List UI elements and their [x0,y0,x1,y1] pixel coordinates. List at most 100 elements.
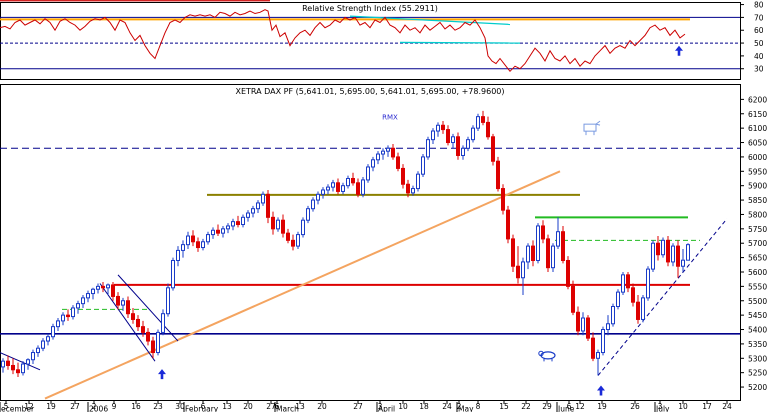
rsi-y-tick-label: 30 [754,65,764,74]
price-plot: RMX [0,110,740,400]
price-trend-line [0,352,41,371]
x-tick-label: 8 [476,402,481,411]
candle-body [496,160,500,190]
bear-icon [538,350,556,362]
candle-body [551,245,555,269]
candle-body [456,136,460,156]
x-tick-label: 3 [658,402,663,411]
x-tick-label: 19 [46,402,56,411]
candle-body [136,318,140,328]
x-tick-label: 5 [4,402,9,411]
rsi-trend-line [399,41,521,44]
rsi-trend-line [349,15,511,26]
x-tick-label: 22 [521,402,531,411]
x-tick-label: 27 [266,402,276,411]
candle-body [61,314,65,322]
x-tick-label: 13 [295,402,305,411]
rsi-plot [0,0,740,73]
candle-body [606,323,610,331]
candle-body [641,297,645,320]
candle-body [486,121,490,138]
candle-body [106,284,110,289]
candle-body [111,284,115,297]
candle-body [636,301,640,320]
x-tick-label: 6 [201,402,206,411]
candle-body [196,241,200,249]
candle-body [166,287,170,315]
x-tick-label: 2 [92,402,97,411]
month-label: ecember [1,405,35,412]
x-tick-label: 3 [378,402,383,411]
price-y-tick-label: 5250 [748,369,767,378]
x-tick-label: 24 [442,402,452,411]
price-y-tick-label: 5700 [748,239,767,248]
candle-body [31,352,35,361]
candle-body [176,249,180,261]
candle-body [171,259,175,289]
candle-body [101,285,105,289]
candle-body [506,209,510,240]
candle-body [86,293,90,299]
price-trend-line [117,274,179,342]
candle-body [411,188,415,194]
x-tick-label: 23 [153,402,163,411]
candle-body [346,177,350,187]
candle-body [256,202,260,210]
candle-body [611,306,615,325]
candle-body [446,129,450,144]
price-y-tick-label: 6100 [748,124,767,133]
candle-body [536,225,540,261]
candle-body [476,116,480,129]
candle-body [616,291,620,308]
candle-body [266,193,270,218]
x-tick-label: 6 [567,402,572,411]
candle-body [231,221,235,227]
x-tick-label: 19 [597,402,607,411]
candle-body [681,259,685,267]
candle-body [186,235,190,246]
candle-body [396,156,400,169]
candle-body [436,124,440,132]
candle-body [586,317,590,339]
x-tick-label: 20 [243,402,253,411]
candle-body [466,139,470,149]
candle-body [461,147,465,156]
x-tick-label: 2 [457,402,462,411]
candle-body [376,153,380,161]
x-tick-label: 10 [678,402,688,411]
candle-body [371,159,375,168]
candle-body [651,242,655,270]
bear-icon-head [538,350,544,357]
price-panel-frame [0,84,741,401]
price-y-tick-label: 5200 [748,383,767,392]
candle-body [71,307,75,318]
price-y-tick-label: 5900 [748,182,767,191]
candle-body [571,285,575,313]
candle-body [116,295,120,306]
price-y-tick-label: 5850 [748,196,767,205]
candle-body [366,166,370,181]
month-label: February [185,405,219,412]
candle-body [676,245,680,267]
candle-body [276,219,280,230]
candle-body [81,297,85,305]
candle-body [441,124,445,131]
price-y-tick-label: 5750 [748,225,767,234]
candle-body [1,360,5,368]
month-label: June [557,405,575,412]
candle-body [451,136,455,144]
rsi-panel-frame [0,2,741,80]
candle-body [416,173,420,190]
rsi-y-tick-label: 80 [754,1,764,10]
candle-body [306,208,310,221]
rsi-y-tick-label: 50 [754,39,764,48]
x-tick-label: 17 [702,402,712,411]
candle-body [291,239,295,247]
candle-body [286,232,290,241]
price-y-tick-label: 5650 [748,254,767,263]
candle-body [146,331,150,342]
candle-body [156,331,160,354]
candle-body [96,285,100,290]
